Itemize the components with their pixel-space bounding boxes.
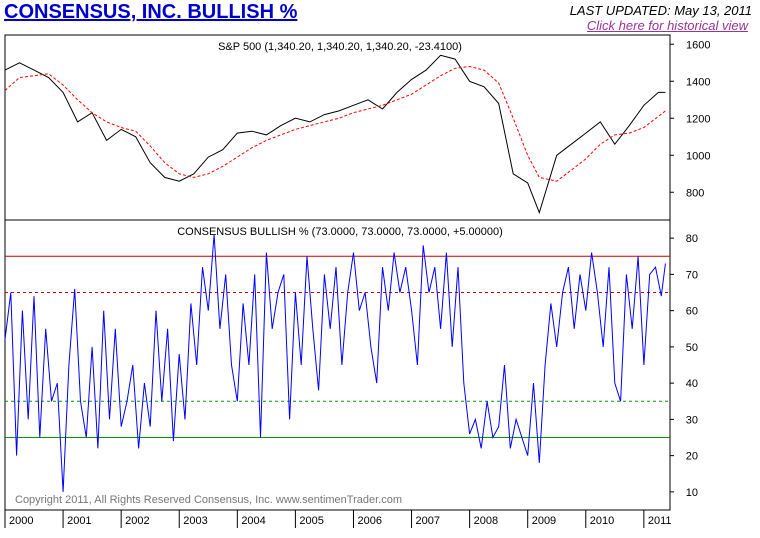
price-panel-title: S&P 500 (1,340.20, 1,340.20, 1,340.20, -… <box>218 41 462 53</box>
bullish-panel-title: CONSENSUS BULLISH % (73.0000, 73.0000, 7… <box>177 226 503 238</box>
price-y-tick-label: 1000 <box>686 150 710 162</box>
bullish-y-tick-label: 70 <box>686 269 698 281</box>
price-y-tick-label: 1400 <box>686 76 710 88</box>
x-year-label: 2004 <box>241 515 265 527</box>
price-y-tick-label: 800 <box>686 187 704 199</box>
x-year-label: 2006 <box>357 515 381 527</box>
sp500-moving-average-line <box>4 65 666 182</box>
bullish-y-tick-label: 40 <box>686 378 698 390</box>
bullish-y-tick-label: 30 <box>686 414 698 426</box>
chart-title-link[interactable]: CONSENSUS, INC. BULLISH % <box>4 1 298 23</box>
x-year-label: 2000 <box>9 515 33 527</box>
bullish-y-tick-label: 20 <box>686 451 698 463</box>
last-updated-text: LAST UPDATED: May 13, 2011 <box>569 3 752 18</box>
x-year-label: 2008 <box>474 515 498 527</box>
copyright-text: Copyright 2011, All Rights Reserved Cons… <box>15 494 402 506</box>
price-y-tick-label: 1600 <box>686 39 710 51</box>
x-year-label: 2009 <box>532 515 556 527</box>
bullish-percent-line <box>4 234 666 492</box>
x-year-label: 2010 <box>590 515 614 527</box>
bullish-y-tick-label: 80 <box>686 233 698 245</box>
bullish-panel-frame <box>4 219 671 511</box>
x-year-label: 2005 <box>299 515 323 527</box>
x-year-label: 2007 <box>416 515 440 527</box>
price-y-tick-label: 1200 <box>686 113 710 125</box>
x-year-label: 2001 <box>67 515 91 527</box>
bullish-y-tick-label: 50 <box>686 342 698 354</box>
x-year-label: 2003 <box>183 515 207 527</box>
sp500-price-line <box>4 54 666 215</box>
x-year-label: 2011 <box>648 515 672 527</box>
bullish-y-tick-label: 60 <box>686 306 698 318</box>
x-year-label: 2002 <box>125 515 149 527</box>
historical-view-link[interactable]: Click here for historical view <box>586 18 748 33</box>
price-panel-frame <box>4 34 671 221</box>
bullish-y-tick-label: 10 <box>686 487 698 499</box>
